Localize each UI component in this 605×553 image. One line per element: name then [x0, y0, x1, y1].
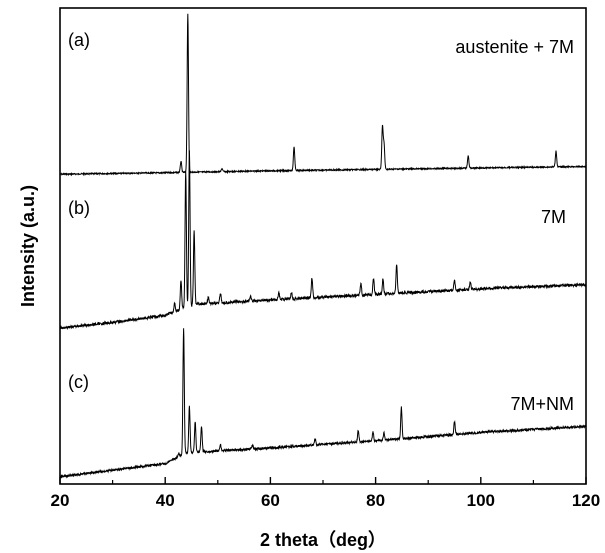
plot-frame	[59, 7, 587, 485]
series-line-1	[59, 13, 587, 177]
x-tick-label: 80	[366, 491, 385, 510]
series-traces	[59, 13, 587, 479]
x-axis-title: 2 theta（deg）	[260, 530, 386, 550]
y-axis-title: Intensity (a.u.)	[18, 185, 38, 307]
x-axis-ticks	[59, 477, 587, 484]
series-label-1: austenite + 7M	[455, 37, 574, 57]
series-label-3: 7M+NM	[510, 394, 574, 414]
x-tick-label: 40	[156, 491, 175, 510]
panel-label-3: (c)	[68, 372, 89, 392]
series-line-3	[59, 328, 587, 479]
panel-label-2: (b)	[68, 198, 90, 218]
series-labels: austenite + 7M 7M 7M+NM	[455, 37, 574, 414]
series-label-2: 7M	[541, 207, 566, 227]
x-tick-label: 100	[467, 491, 495, 510]
x-axis-tick-labels: 20 40 60 80 100 120	[51, 491, 601, 510]
series-line-2	[59, 150, 587, 331]
x-tick-label: 60	[261, 491, 280, 510]
panel-labels: (a) (b) (c)	[68, 30, 90, 392]
x-tick-label: 120	[572, 491, 600, 510]
panel-label-1: (a)	[68, 30, 90, 50]
x-tick-label: 20	[51, 491, 70, 510]
